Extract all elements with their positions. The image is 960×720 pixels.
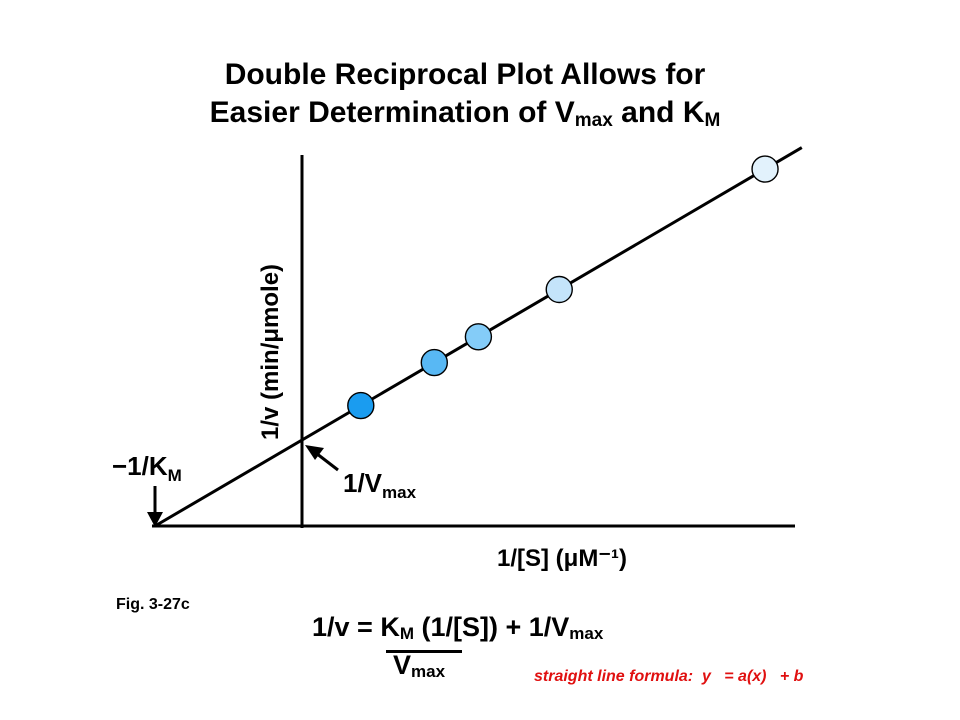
- x-axis-label: 1/[S] (μM⁻¹): [497, 545, 627, 572]
- equation-vmax-subscript: max: [569, 624, 604, 643]
- page-title: Double Reciprocal Plot Allows for Easier…: [140, 56, 790, 132]
- data-point-1: [347, 391, 375, 420]
- equation-fraction-bar: [386, 650, 462, 653]
- title-line-2-mid: and K: [612, 96, 705, 129]
- equation-km-subscript: M: [399, 624, 414, 643]
- equation-middle: (1/[S]) + 1/V: [413, 612, 570, 642]
- y-intercept-arrowhead: [305, 445, 324, 460]
- x-intercept-label-text: −1/K: [112, 451, 168, 481]
- y-intercept-label: 1/Vmax: [343, 468, 417, 502]
- x-intercept-label-subscript: M: [168, 466, 182, 485]
- plot-axes: [152, 155, 795, 528]
- data-point-5: [751, 155, 779, 183]
- title-km-subscript: M: [704, 110, 721, 131]
- x-intercept-arrowhead: [147, 512, 163, 527]
- equation-km: KM: [380, 612, 414, 643]
- equation-denominator-letter: V: [393, 650, 412, 680]
- equation-denominator-subscript: max: [411, 662, 446, 681]
- equation-line: 1/v = KM (1/[S]) + 1/Vmax: [312, 612, 603, 643]
- title-line-2-prefix: Easier Determination of V: [209, 96, 575, 129]
- plot-points: [347, 155, 779, 420]
- y-intercept-label-text: 1/V: [343, 468, 383, 498]
- data-point-2: [420, 348, 448, 377]
- plot-labels: −1/KM 1/Vmax 1/[S] (μM⁻¹) 1/v (min/μmole): [112, 264, 627, 572]
- figure-label: Fig. 3-27c: [116, 596, 190, 613]
- data-point-4: [545, 275, 573, 304]
- straight-line-formula-note: straight line formula: y = a(x) + b: [534, 668, 804, 685]
- y-axis-label: 1/v (min/μmole): [257, 264, 284, 440]
- x-intercept-label: −1/KM: [112, 451, 182, 485]
- equation-km-letter: K: [380, 612, 400, 642]
- data-point-3: [464, 323, 493, 351]
- equation-lhs: 1/v =: [312, 612, 381, 642]
- title-line-1: Double Reciprocal Plot Allows for: [224, 58, 706, 91]
- title-vmax-subscript: max: [574, 110, 613, 131]
- equation-denominator: Vmax: [393, 650, 445, 681]
- title-line-2: Easier Determination of Vmax and KM: [140, 94, 790, 132]
- y-intercept-label-subscript: max: [382, 483, 417, 502]
